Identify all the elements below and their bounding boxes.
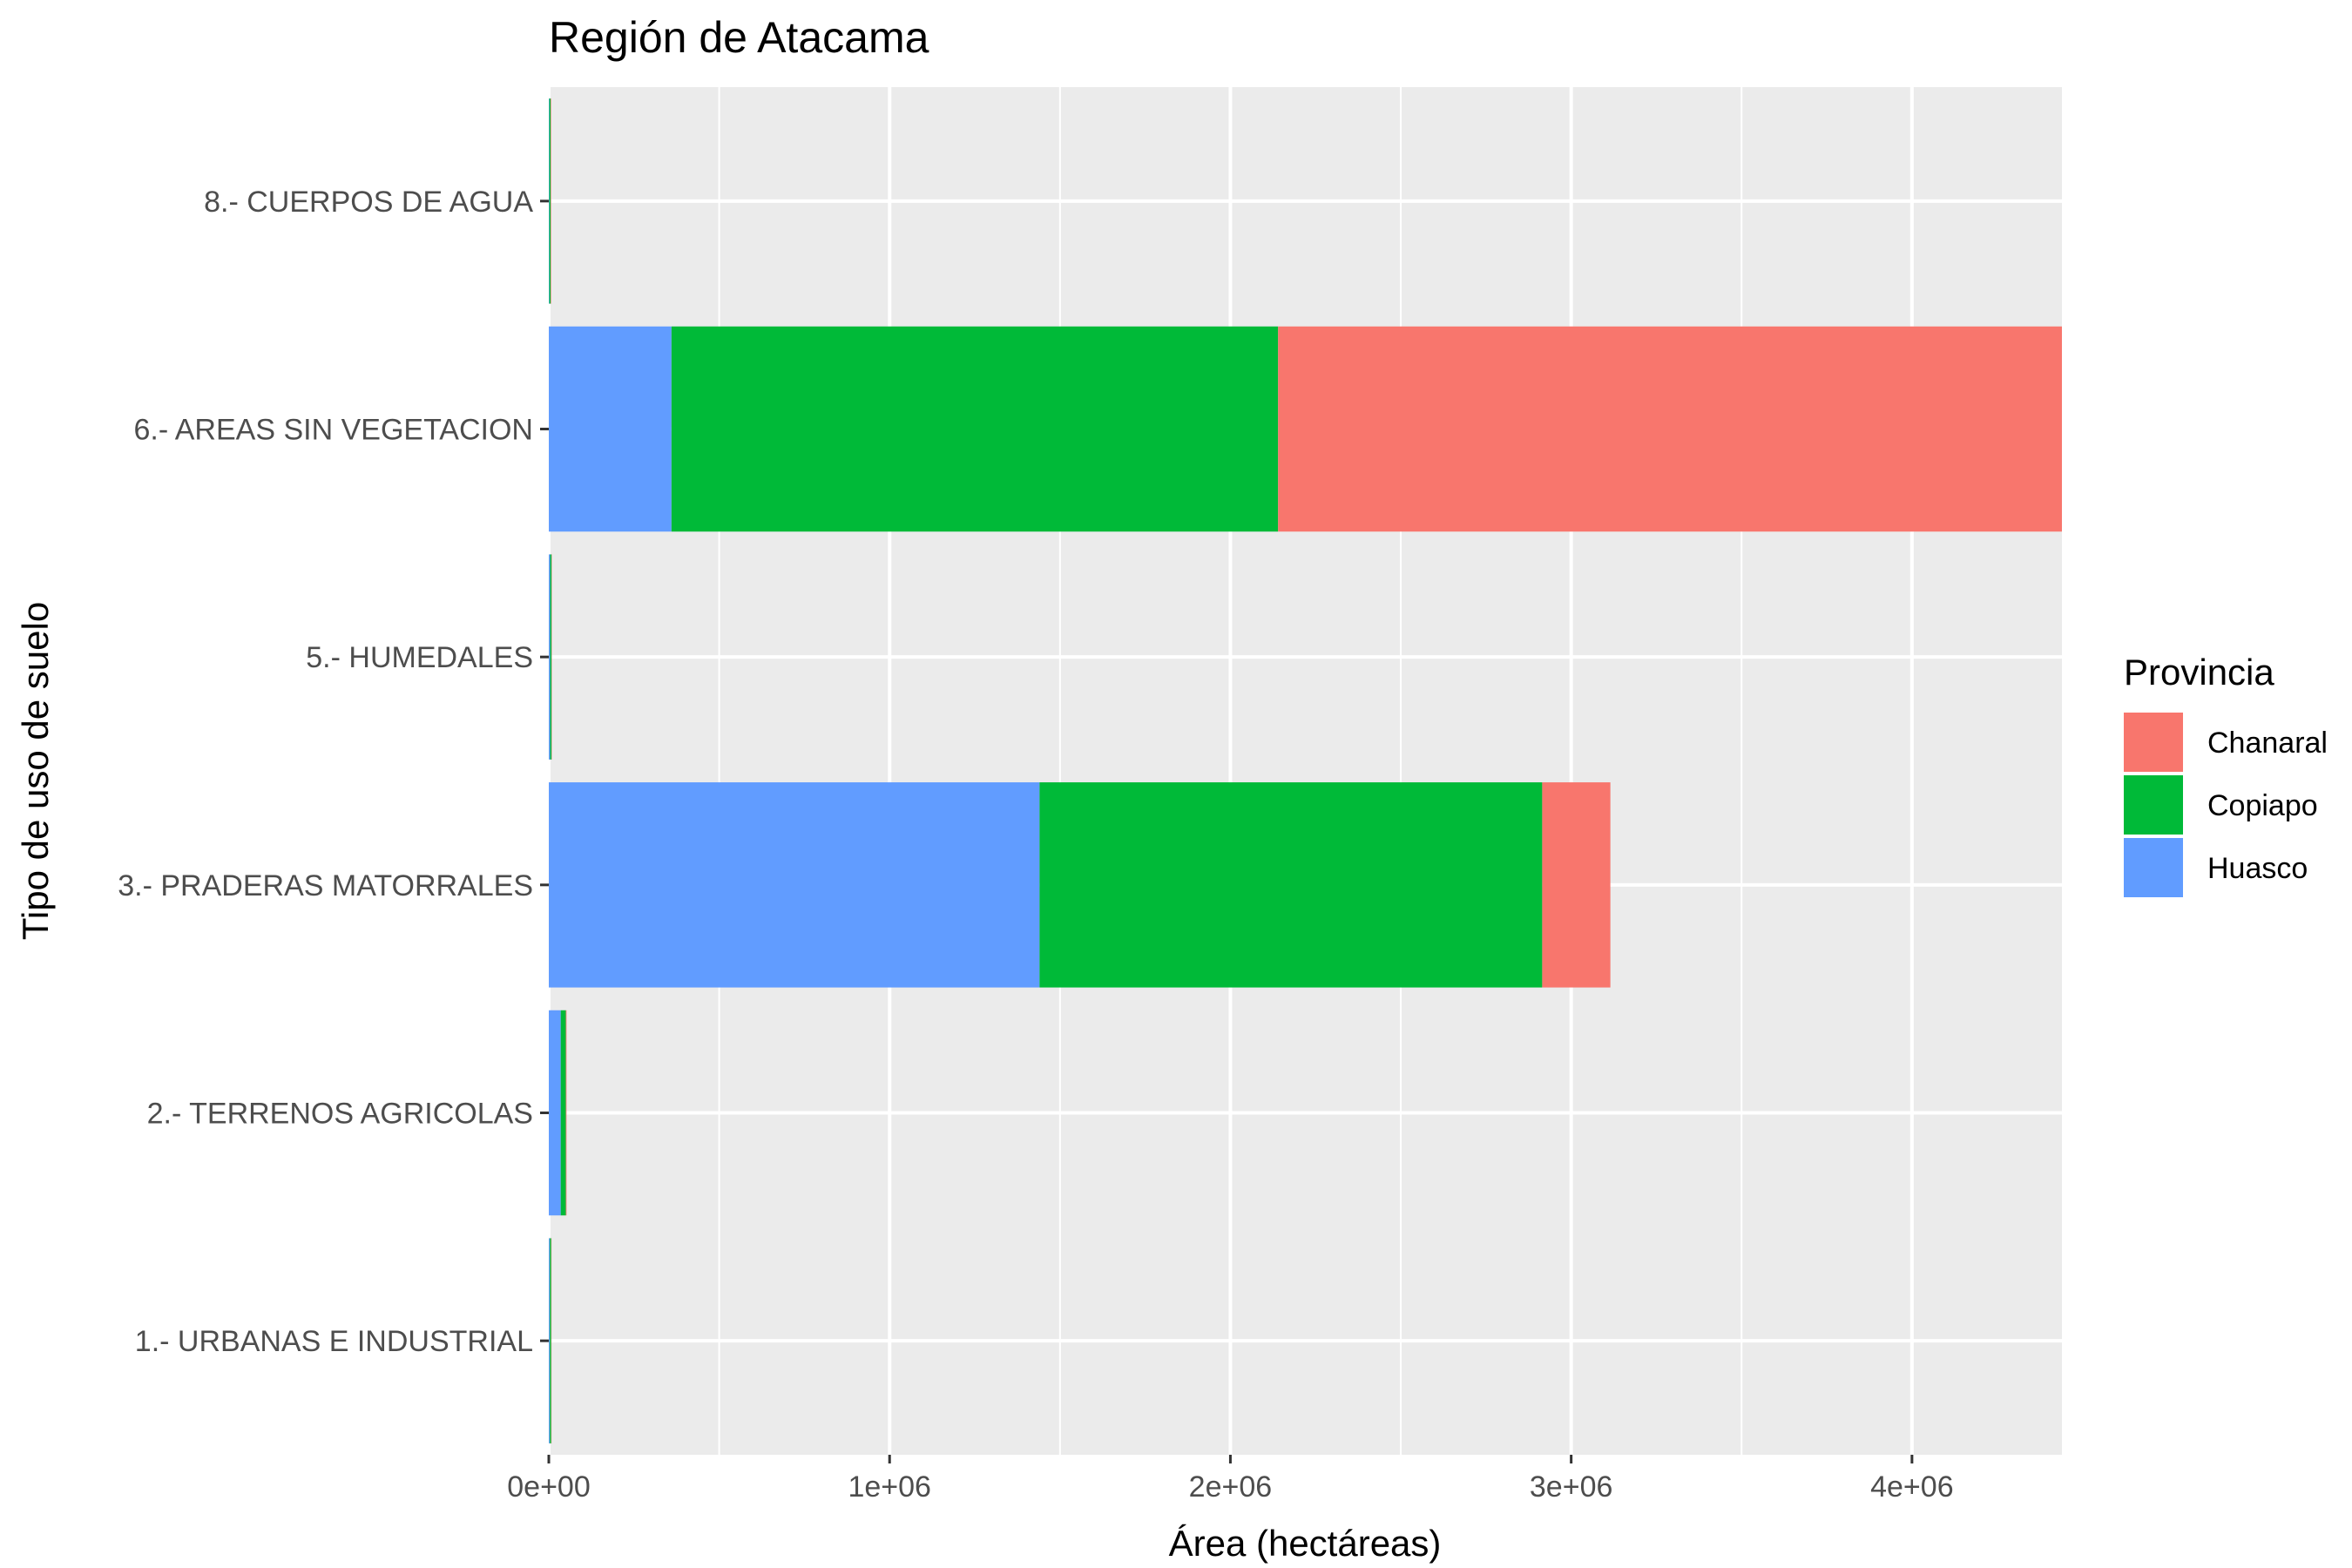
minor-gridlines [718,87,1743,1455]
bar-segment-huasco [549,1238,551,1443]
bar-segment-huasco [549,326,672,532]
bar-segment-copiapo [550,554,552,760]
bar-segment-huasco [549,782,1040,988]
bar-segment-copiapo [550,1238,551,1443]
y-tick-label: 1.- URBANAS E INDUSTRIAL [135,1325,533,1358]
legend: Provincia Chanaral Copiapo Huasco [2124,652,2328,897]
legend-title: Provincia [2124,652,2274,693]
x-tick-label: 2e+06 [1189,1470,1273,1504]
bar-segment-copiapo [1039,782,1543,988]
plot-panel [549,87,2062,1455]
chart-title: Región de Atacama [549,13,929,62]
bar-segment-chanaral [1278,326,2062,532]
legend-label-huasco: Huasco [2207,852,2308,885]
y-tick-label: 8.- CUERPOS DE AGUA [204,186,533,219]
legend-swatch-chanaral [2124,713,2183,772]
bars [549,98,2062,1443]
bar-segment-copiapo [560,1010,566,1216]
bar-segment-huasco [549,554,551,760]
legend-swatch-copiapo [2124,775,2183,835]
legend-label-chanaral: Chanaral [2207,727,2328,760]
x-tick-label: 0e+00 [507,1470,591,1504]
bar-segment-huasco [549,1010,561,1216]
x-axis-ticks: 0e+00 1e+06 2e+06 3e+06 4e+06 [507,1455,1954,1504]
y-tick-label: 5.- HUMEDALES [306,641,533,674]
x-tick-label: 3e+06 [1530,1470,1613,1504]
legend-swatch-huasco [2124,838,2183,897]
y-tick-label: 2.- TERRENOS AGRICOLAS [147,1098,533,1131]
bar-segment-chanaral [1542,782,1611,988]
x-axis-title: Área (hectáreas) [1169,1523,1442,1564]
bar-segment-huasco [549,98,550,304]
bar-segment-copiapo [549,98,551,304]
bar-segment-chanaral [565,1010,567,1216]
x-tick-label: 4e+06 [1870,1470,1954,1504]
x-tick-label: 1e+06 [848,1470,931,1504]
bar-segment-copiapo [671,326,1279,532]
legend-label-copiapo: Copiapo [2207,789,2318,822]
y-axis-ticks: 1.- URBANAS E INDUSTRIAL 2.- TERRENOS AGR… [118,186,549,1358]
y-tick-label: 6.- AREAS SIN VEGETACION [134,414,534,447]
y-axis-title: Tipo de uso de suelo [15,602,56,940]
y-tick-label: 3.- PRADERAS MATORRALES [118,869,533,902]
